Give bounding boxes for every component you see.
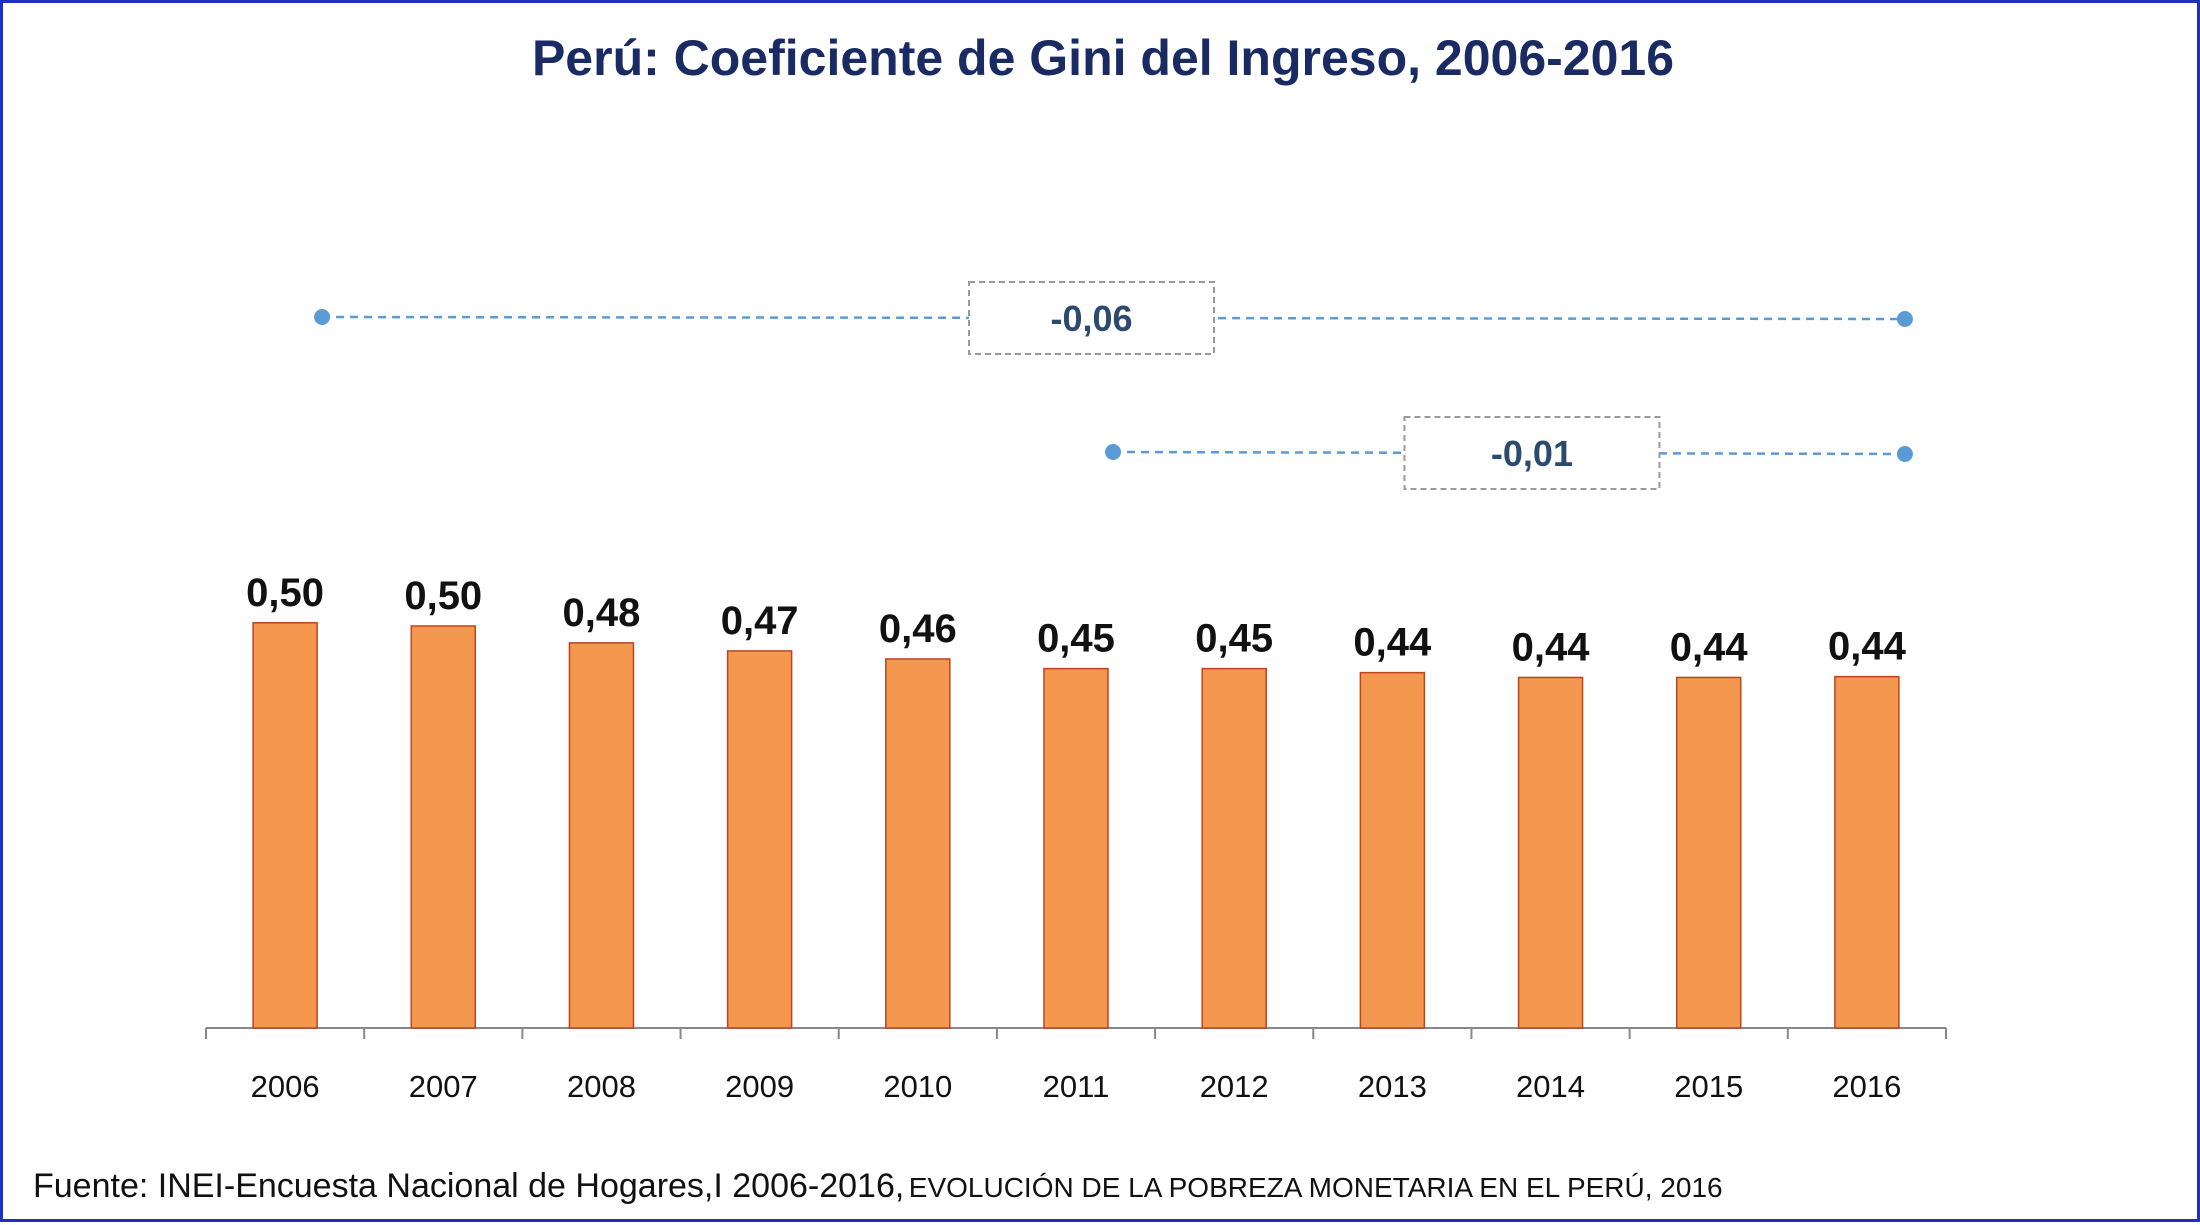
bar-2007 <box>410 625 477 1029</box>
change-end-dot-1 <box>1896 311 1913 327</box>
x-tick-label-2009: 2009 <box>725 1069 794 1104</box>
bar-2009 <box>726 650 793 1029</box>
x-tick-label-2006: 2006 <box>251 1069 320 1104</box>
value-label-2010: 0,46 <box>879 607 957 651</box>
bar-2006 <box>252 622 318 1029</box>
x-tick-label-2016: 2016 <box>1832 1069 1901 1104</box>
bar-2013 <box>1359 671 1426 1029</box>
bar-2016 <box>1834 675 1900 1029</box>
x-tick-label-2013: 2013 <box>1358 1069 1427 1104</box>
change-start-dot-2 <box>1105 444 1121 460</box>
value-label-2011: 0,45 <box>1037 617 1115 661</box>
value-label-2013: 0,44 <box>1353 621 1432 665</box>
change-end-dot-2 <box>1896 446 1913 462</box>
gini-bar-chart: 0,50 2006 0,50 2007 0,48 2008 0,47 2009 0,46 2010… <box>205 281 1947 1104</box>
bar-2011 <box>1043 667 1109 1029</box>
value-label-2014: 0,44 <box>1512 625 1591 669</box>
x-tick-label-2015: 2015 <box>1674 1069 1743 1104</box>
bar-2014 <box>1517 676 1584 1029</box>
bar-2012 <box>1201 667 1267 1029</box>
chart-title: Perú: Coeficiente de Gini del Ingreso, 2… <box>531 30 1675 86</box>
change-box-2 <box>1403 416 1661 490</box>
x-tick-label-2014: 2014 <box>1516 1069 1585 1104</box>
x-tick-label-2010: 2010 <box>883 1069 952 1104</box>
x-tick-label-2007: 2007 <box>409 1069 478 1104</box>
x-tick-label-2011: 2011 <box>1043 1069 1110 1104</box>
value-label-2008: 0,48 <box>563 591 641 635</box>
value-label-2006: 0,50 <box>246 571 324 615</box>
value-label-2016: 0,44 <box>1828 625 1907 669</box>
x-tick-label-2008: 2008 <box>567 1069 636 1104</box>
x-tick-label-2012: 2012 <box>1200 1069 1269 1104</box>
bar-2015 <box>1675 676 1742 1029</box>
change-start-dot-1 <box>314 309 331 325</box>
value-label-2009: 0,47 <box>721 599 799 643</box>
bar-2008 <box>568 642 635 1029</box>
value-label-2012: 0,45 <box>1195 617 1273 661</box>
source-main: Fuente: INEI-Encuesta Nacional de Hogare… <box>33 1167 905 1205</box>
value-label-2007: 0,50 <box>404 574 482 618</box>
change-box-1 <box>968 281 1215 355</box>
change-label-2: -0,01 <box>1491 433 1573 474</box>
source-publication: EVOLUCIÓN DE LA POBREZA MONETARIA EN EL … <box>908 1172 1723 1203</box>
change-label-1: -0,06 <box>1050 298 1132 339</box>
value-label-2015: 0,44 <box>1670 625 1749 669</box>
source-note: Fuente: INEI-Encuesta Nacional de Hogare… <box>33 1167 1723 1206</box>
bar-2010 <box>885 658 951 1029</box>
